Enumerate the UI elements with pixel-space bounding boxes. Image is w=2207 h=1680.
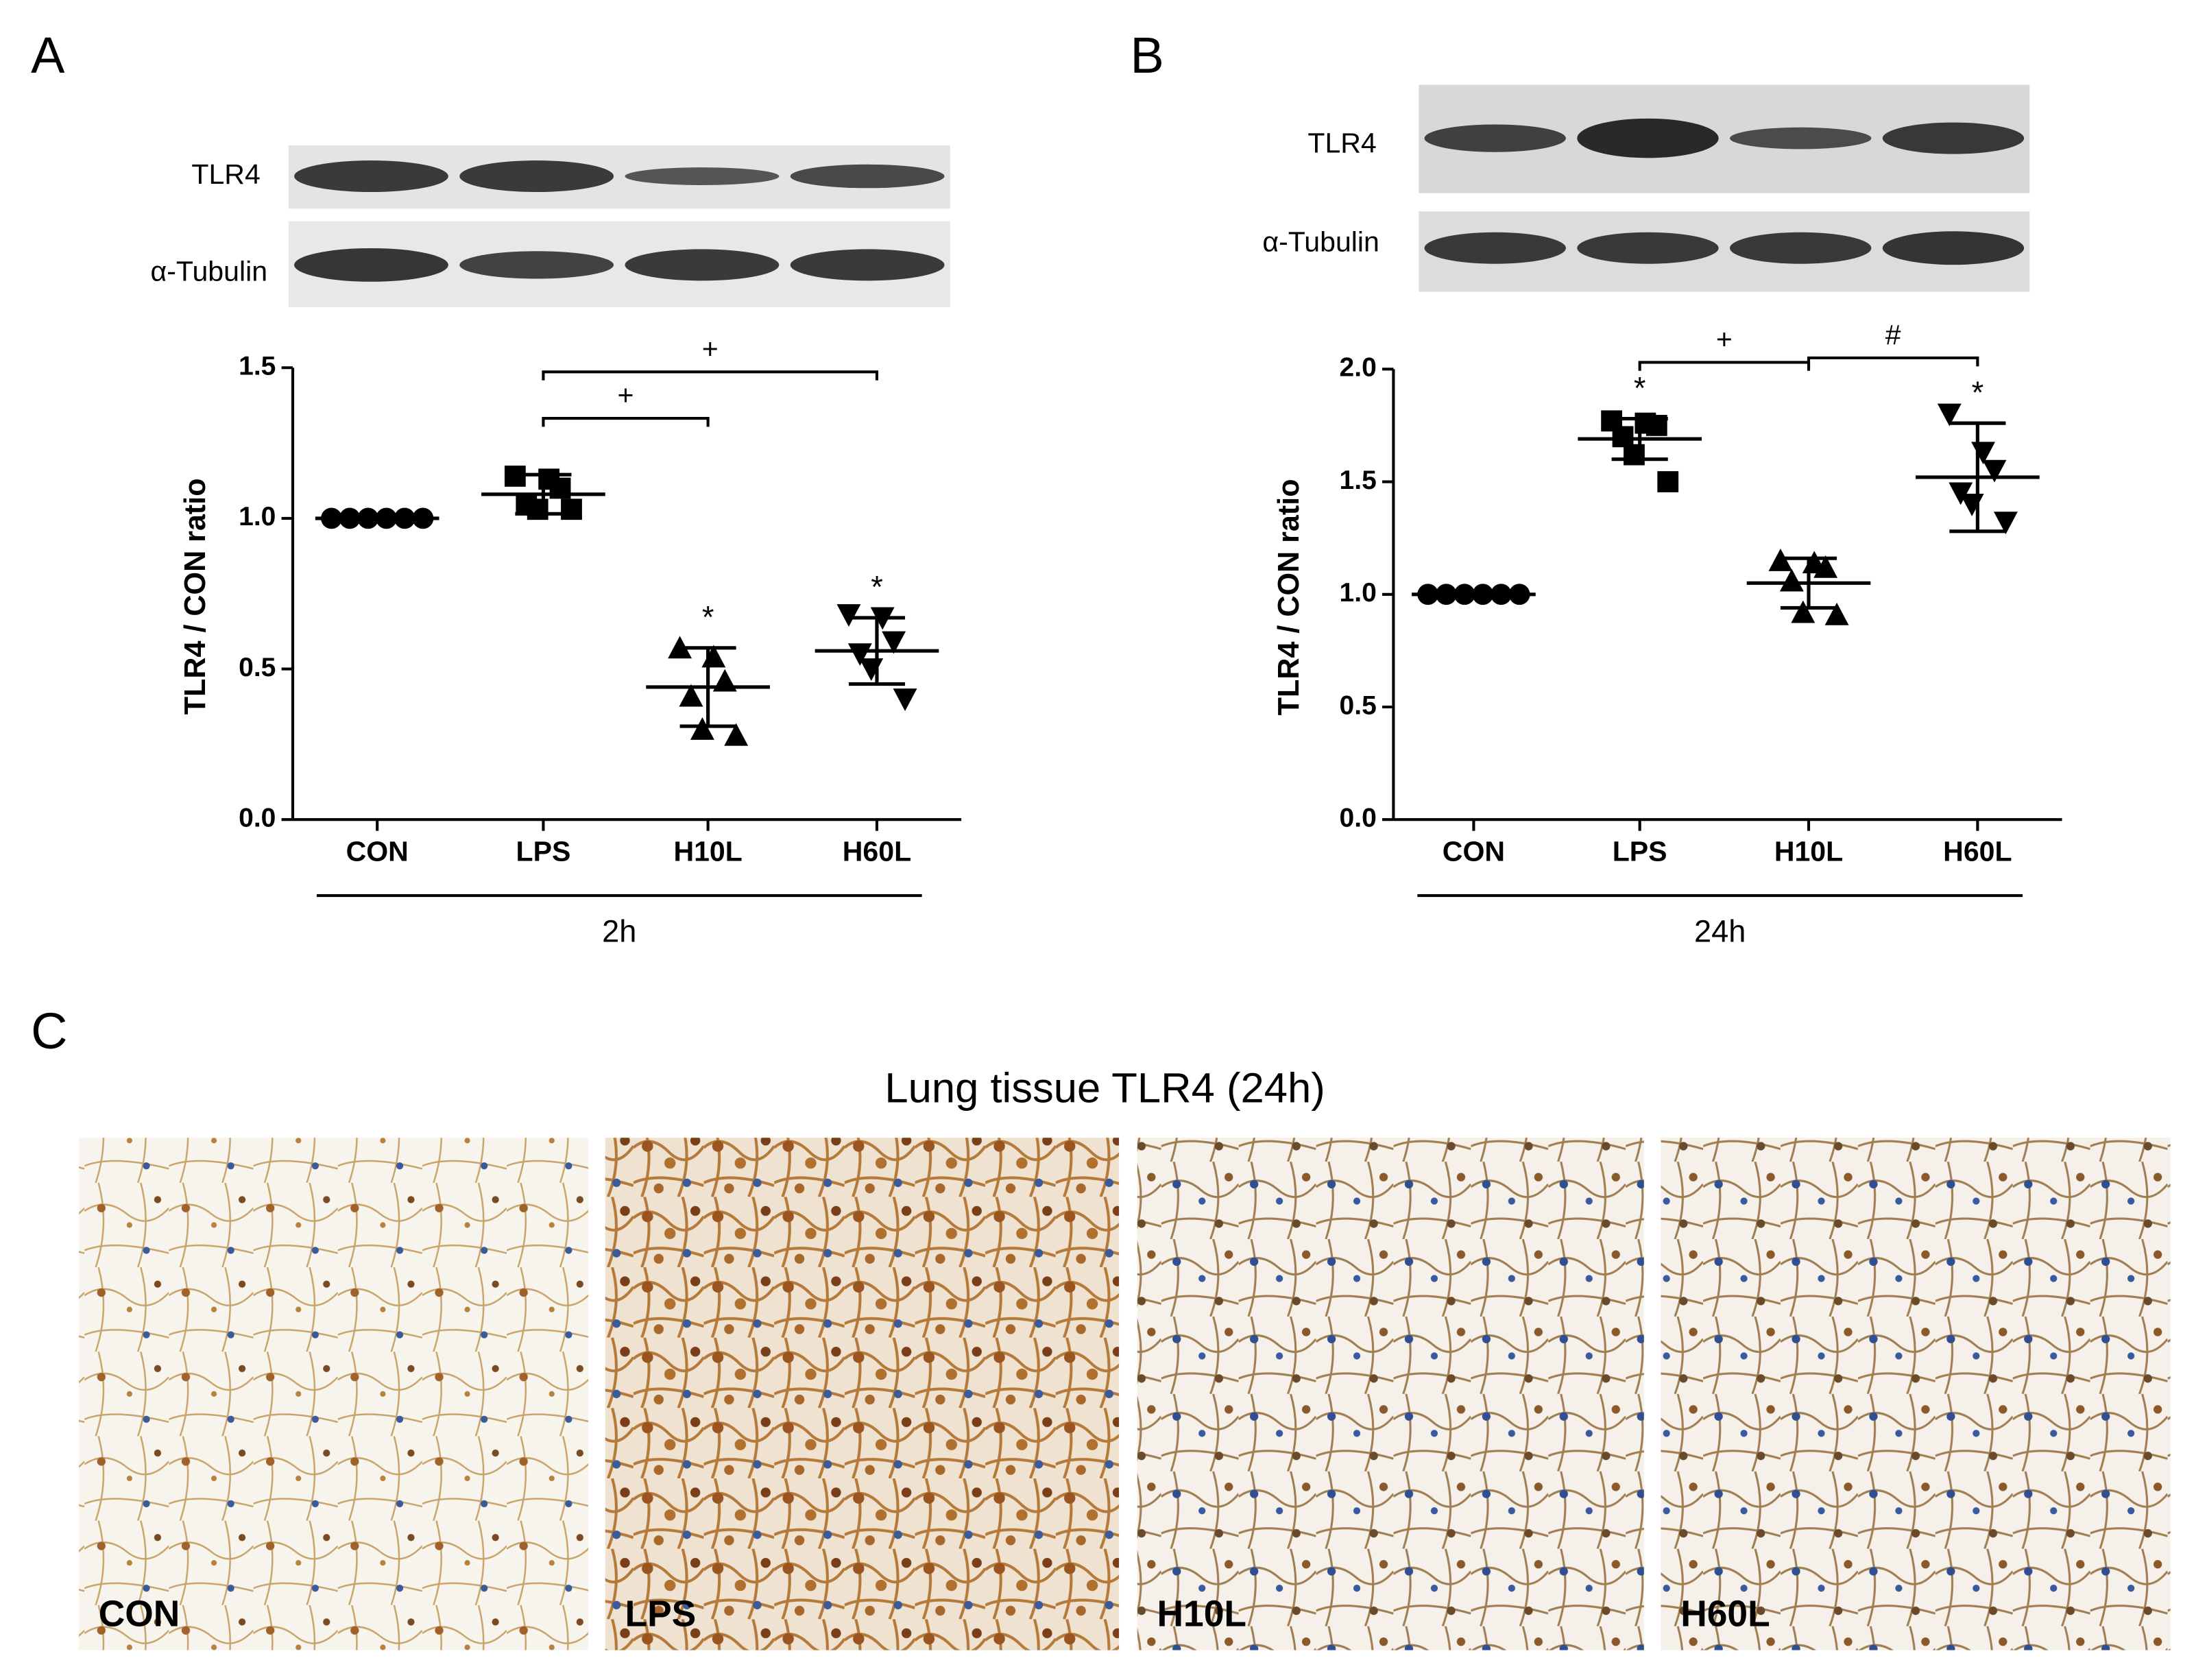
- panel-label: B: [1131, 27, 1164, 84]
- blot-band: [1882, 231, 2025, 265]
- blot-band: [1424, 232, 1566, 264]
- histology-image: [78, 1138, 589, 1651]
- data-point: [690, 717, 714, 740]
- error-bar: [848, 616, 906, 686]
- image-label: CON: [99, 1594, 180, 1634]
- y-tick-label: 0.5: [239, 653, 276, 682]
- blot-band: [294, 160, 448, 193]
- significance-mark: *: [1634, 370, 1646, 405]
- error-bar: [1780, 556, 1837, 610]
- significance-mark: *: [702, 600, 714, 635]
- blot-band: [790, 164, 945, 189]
- blot-band: [1424, 124, 1566, 152]
- comparison-bracket: [1807, 356, 1979, 367]
- data-point: [1982, 459, 2007, 483]
- data-point: [882, 631, 906, 654]
- blot-label: α-Tubulin: [151, 256, 268, 287]
- blot-band: [625, 167, 780, 185]
- data-point: [1993, 512, 2018, 535]
- x-tick-label: CON: [1443, 835, 1505, 867]
- x-tick-label: H60L: [843, 835, 911, 867]
- x-tick-label: H60L: [1943, 835, 2012, 867]
- y-tick-label: 0.0: [239, 804, 276, 833]
- data-point: [859, 658, 884, 682]
- histology-image: [1661, 1138, 2171, 1651]
- data-point: [561, 499, 582, 520]
- comparison-label: +: [702, 333, 719, 364]
- data-point: [724, 723, 749, 746]
- error-bar: [1949, 421, 2006, 533]
- data-point: [1937, 403, 1962, 427]
- data-point: [1813, 555, 1838, 578]
- histology-image: [605, 1138, 1120, 1651]
- y-axis-label: TLR4 / CON ratio: [179, 478, 212, 715]
- x-tick-label: H10L: [673, 835, 742, 867]
- error-bar: [1611, 416, 1668, 461]
- western-blots: [288, 84, 2030, 307]
- y-tick-label: 0.5: [1340, 691, 1377, 720]
- comparison-label: +: [1716, 323, 1733, 355]
- y-axis-label: TLR4 / CON ratio: [1273, 479, 1305, 715]
- comparison-bracket: [1638, 361, 1811, 371]
- data-point: [847, 643, 872, 667]
- comparison-label: +: [618, 379, 634, 411]
- histology-title: Lung tissue TLR4 (24h): [884, 1065, 1325, 1112]
- x-tick-label: LPS: [1613, 835, 1667, 867]
- data-point: [1959, 493, 1984, 516]
- blot-band: [294, 248, 448, 282]
- group-label: 24h: [1694, 913, 1746, 948]
- y-tick-label: 1.5: [239, 352, 276, 381]
- comparison-bracket: [542, 417, 710, 427]
- image-label: LPS: [625, 1594, 697, 1634]
- blot-band: [1730, 232, 1872, 264]
- y-tick-label: 1.0: [239, 502, 276, 531]
- image-label: H60L: [1680, 1594, 1770, 1634]
- data-point: [1612, 426, 1634, 448]
- blot-band: [1730, 127, 1872, 149]
- comparison-label: #: [1885, 319, 1901, 350]
- histology-panel: [78, 1138, 2171, 1651]
- x-tick-label: LPS: [516, 835, 571, 867]
- data-point: [836, 604, 861, 627]
- data-point: [1779, 568, 1804, 592]
- group-label: 2h: [602, 913, 636, 948]
- blot-label: TLR4: [191, 158, 260, 190]
- y-tick-label: 2.0: [1340, 353, 1377, 383]
- x-tick-label: H10L: [1774, 835, 1843, 867]
- blot-label: TLR4: [1307, 128, 1376, 159]
- blot-band: [625, 249, 780, 281]
- x-tick-label: CON: [346, 835, 409, 867]
- blot-band: [459, 251, 614, 279]
- comparison-bracket: [542, 370, 879, 381]
- y-tick-label: 0.0: [1340, 804, 1377, 833]
- panel-label: C: [31, 1003, 67, 1059]
- data-point: [1824, 602, 1849, 625]
- data-point: [1791, 600, 1816, 623]
- blot-label: α-Tubulin: [1262, 226, 1379, 257]
- blot-band: [1882, 122, 2025, 154]
- blot-band: [459, 160, 614, 193]
- blot-band: [1577, 232, 1719, 264]
- y-tick-label: 1.0: [1340, 578, 1377, 608]
- significance-mark: *: [1972, 375, 1984, 410]
- data-point: [679, 684, 703, 707]
- error-bar: [679, 646, 736, 728]
- error-bar: [515, 472, 572, 516]
- significance-mark: *: [871, 570, 883, 605]
- y-tick-label: 1.5: [1340, 466, 1377, 495]
- blot-band: [1577, 118, 1719, 158]
- data-point: [893, 688, 917, 711]
- panel-label: A: [31, 27, 65, 84]
- image-label: H10L: [1157, 1594, 1246, 1634]
- data-point: [1657, 471, 1679, 492]
- histology-image: [1137, 1138, 1644, 1651]
- blot-band: [790, 249, 945, 281]
